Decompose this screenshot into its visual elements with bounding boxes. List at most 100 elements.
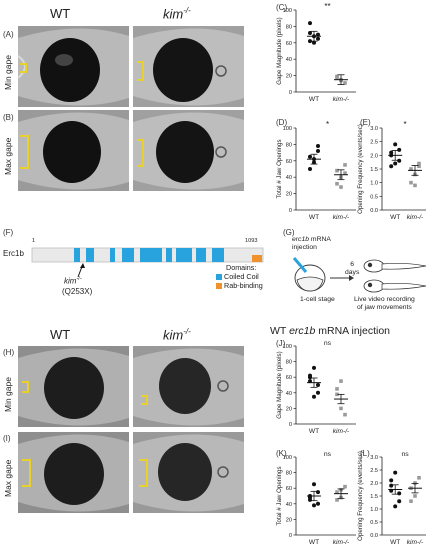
photo-wt-min-gape bbox=[18, 26, 129, 107]
column-header-wt: WT bbox=[50, 6, 71, 21]
data-point-wt-e bbox=[393, 142, 398, 147]
x-tick-label-c: WT bbox=[309, 96, 319, 103]
y-tick-label-j: 60 bbox=[286, 375, 292, 381]
data-point-wt-j bbox=[312, 365, 316, 370]
panel-label-d: (D) bbox=[276, 118, 287, 127]
photo-injected-kim-max-gape bbox=[133, 432, 244, 513]
data-point-kim-l bbox=[417, 476, 421, 480]
data-point-wt-l bbox=[397, 491, 402, 496]
significance-label-k: ns bbox=[324, 451, 332, 458]
rab-binding-domain bbox=[252, 255, 262, 262]
data-point-wt-d bbox=[308, 167, 312, 171]
y-tick-label-l: 1.0 bbox=[370, 507, 378, 513]
y-tick-label-c: 80 bbox=[286, 24, 292, 30]
schematic-diagram bbox=[292, 257, 427, 293]
panel-label-a: (A) bbox=[3, 30, 14, 39]
schematic-injection-label: erc1b mRNA injection bbox=[292, 236, 331, 251]
data-point-wt-e bbox=[397, 158, 402, 163]
data-point-kim-d bbox=[339, 185, 343, 189]
data-point-wt-c bbox=[312, 40, 316, 45]
y-tick-label-l: 2.0 bbox=[370, 481, 378, 487]
coiled-coil-8 bbox=[196, 248, 206, 262]
y-tick-label-k: 20 bbox=[286, 517, 292, 523]
y-tick-label-e: 1.0 bbox=[370, 181, 378, 187]
data-point-kim-d bbox=[343, 163, 347, 167]
data-point-wt-d bbox=[316, 148, 320, 153]
data-point-kim-d bbox=[335, 168, 339, 173]
data-point-wt-c bbox=[308, 30, 312, 35]
y-tick-label-k: 40 bbox=[286, 502, 292, 508]
y-tick-label-l: 3.0 bbox=[370, 455, 378, 461]
y-tick-label-c: 60 bbox=[286, 41, 292, 47]
significance-label-c: ** bbox=[324, 2, 330, 11]
data-point-wt-l bbox=[393, 504, 398, 509]
data-point-wt-j bbox=[308, 379, 312, 384]
protein-start: 1 bbox=[32, 238, 36, 244]
panel-label-c: (C) bbox=[276, 3, 287, 12]
y-tick-label-e: 0.5 bbox=[370, 194, 378, 200]
schematic-stage: 1-cell stage bbox=[300, 296, 335, 303]
significance-label-j: ns bbox=[324, 340, 332, 347]
significance-label-e: * bbox=[404, 120, 407, 129]
y-tick-label-d: 40 bbox=[286, 175, 292, 181]
panel-label-g: (G) bbox=[283, 228, 295, 237]
data-point-wt-k bbox=[312, 503, 316, 508]
data-point-kim-e bbox=[417, 164, 421, 169]
legend-rab-binding: Rab-binding bbox=[224, 281, 263, 290]
data-point-wt-j bbox=[312, 394, 316, 399]
schematic-video: Live video recording of jaw movements bbox=[354, 296, 415, 311]
data-point-kim-j bbox=[343, 412, 347, 417]
photo-injected-wt-max-gape bbox=[18, 432, 129, 513]
data-point-kim-e bbox=[417, 161, 421, 166]
schematic-days: 6 days bbox=[345, 261, 360, 276]
data-point-kim-j bbox=[339, 406, 343, 411]
y-tick-label-j: 40 bbox=[286, 391, 292, 397]
photo-injected-wt-min-gape bbox=[18, 346, 129, 427]
y-axis-label-j: Gape Magnitude (pixels) bbox=[276, 351, 283, 418]
x-tick-label-l: kim-/- bbox=[407, 539, 424, 546]
data-point-wt-k bbox=[316, 490, 320, 495]
y-tick-label-j: 80 bbox=[286, 360, 292, 366]
protein-end: 1093 bbox=[245, 238, 258, 244]
data-point-kim-e bbox=[413, 183, 417, 188]
data-point-wt-c bbox=[308, 21, 312, 26]
y-axis-label-k: Total # Jaw Openings bbox=[276, 466, 283, 525]
y-tick-label-c: 40 bbox=[286, 57, 292, 63]
data-point-kim-c bbox=[335, 74, 339, 79]
x-tick-label-k: WT bbox=[309, 539, 319, 546]
y-tick-label-l: 0.5 bbox=[370, 520, 378, 526]
data-point-wt-c bbox=[316, 32, 320, 37]
data-point-wt-j bbox=[316, 390, 320, 395]
panel-label-i: (I) bbox=[3, 434, 11, 443]
x-tick-label-e: kim-/- bbox=[407, 214, 424, 221]
y-tick-label-j: 20 bbox=[286, 406, 292, 412]
panel-label-e: (E) bbox=[360, 118, 371, 127]
y-tick-label-d: 20 bbox=[286, 192, 292, 198]
legend-coiled-coil: Coiled Coil bbox=[224, 272, 259, 281]
column-header-wt-bottom: WT bbox=[50, 327, 71, 342]
data-point-wt-l bbox=[389, 478, 394, 483]
column-header-kim-bottom: kim-/- bbox=[163, 327, 191, 343]
data-point-wt-c bbox=[308, 39, 312, 44]
data-point-wt-l bbox=[389, 483, 394, 488]
significance-label-l: ns bbox=[402, 451, 410, 458]
domains-title: Domains: bbox=[226, 263, 257, 272]
data-point-kim-l bbox=[413, 494, 417, 498]
data-point-wt-e bbox=[389, 150, 394, 155]
data-point-wt-k bbox=[316, 501, 320, 506]
x-tick-label-d: kim-/- bbox=[333, 214, 350, 221]
y-tick-label-d: 60 bbox=[286, 159, 292, 165]
data-point-kim-j bbox=[335, 392, 339, 397]
y-tick-label-k: 0 bbox=[289, 533, 292, 539]
y-tick-label-k: 60 bbox=[286, 486, 292, 492]
y-tick-label-j: 0 bbox=[289, 422, 292, 428]
photo-kim-min-gape bbox=[133, 26, 244, 107]
y-tick-label-k: 100 bbox=[283, 455, 292, 461]
coiled-coil-1 bbox=[74, 248, 80, 262]
coiled-coil-7 bbox=[176, 248, 192, 262]
column-header-kim: kim-/- bbox=[163, 6, 191, 22]
y-tick-label-c: 0 bbox=[289, 90, 292, 96]
coiled-coil-6 bbox=[166, 248, 172, 262]
injection-header: WT erc1b mRNA injection bbox=[270, 325, 391, 337]
y-tick-label-l: 0.0 bbox=[370, 533, 378, 539]
